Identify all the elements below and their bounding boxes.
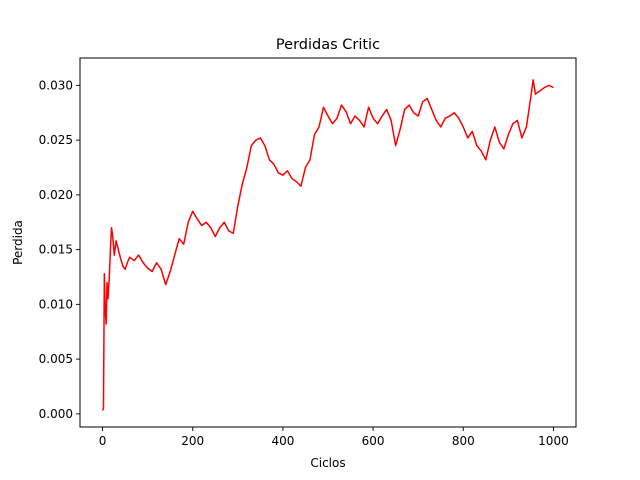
plot-area	[101, 79, 554, 411]
x-tick-label: 0	[99, 434, 107, 448]
x-axis-ticks: 0 200 400 600 800 1000	[99, 427, 569, 448]
y-tick-label: 0.020	[39, 188, 73, 202]
y-tick-label: 0.010	[39, 297, 73, 311]
axes-frame	[79, 57, 577, 428]
chart-title: Perdidas Critic	[276, 37, 380, 53]
x-tick-label: 600	[362, 434, 385, 448]
x-tick-label: 800	[452, 434, 475, 448]
y-axis-ticks: 0.000 0.005 0.010 0.015 0.020 0.025 0.030	[39, 78, 80, 421]
x-tick-label: 400	[271, 434, 294, 448]
series-line	[101, 79, 554, 411]
x-tick-label: 1000	[538, 434, 569, 448]
y-tick-label: 0.005	[39, 352, 73, 366]
y-axis-label: Perdida	[11, 220, 25, 265]
y-tick-label: 0.025	[39, 133, 73, 147]
x-tick-label: 200	[181, 434, 204, 448]
y-tick-label: 0.030	[39, 78, 73, 92]
y-tick-label: 0.000	[39, 407, 73, 421]
x-axis-label: Ciclos	[310, 456, 345, 470]
y-tick-label: 0.015	[39, 243, 73, 257]
